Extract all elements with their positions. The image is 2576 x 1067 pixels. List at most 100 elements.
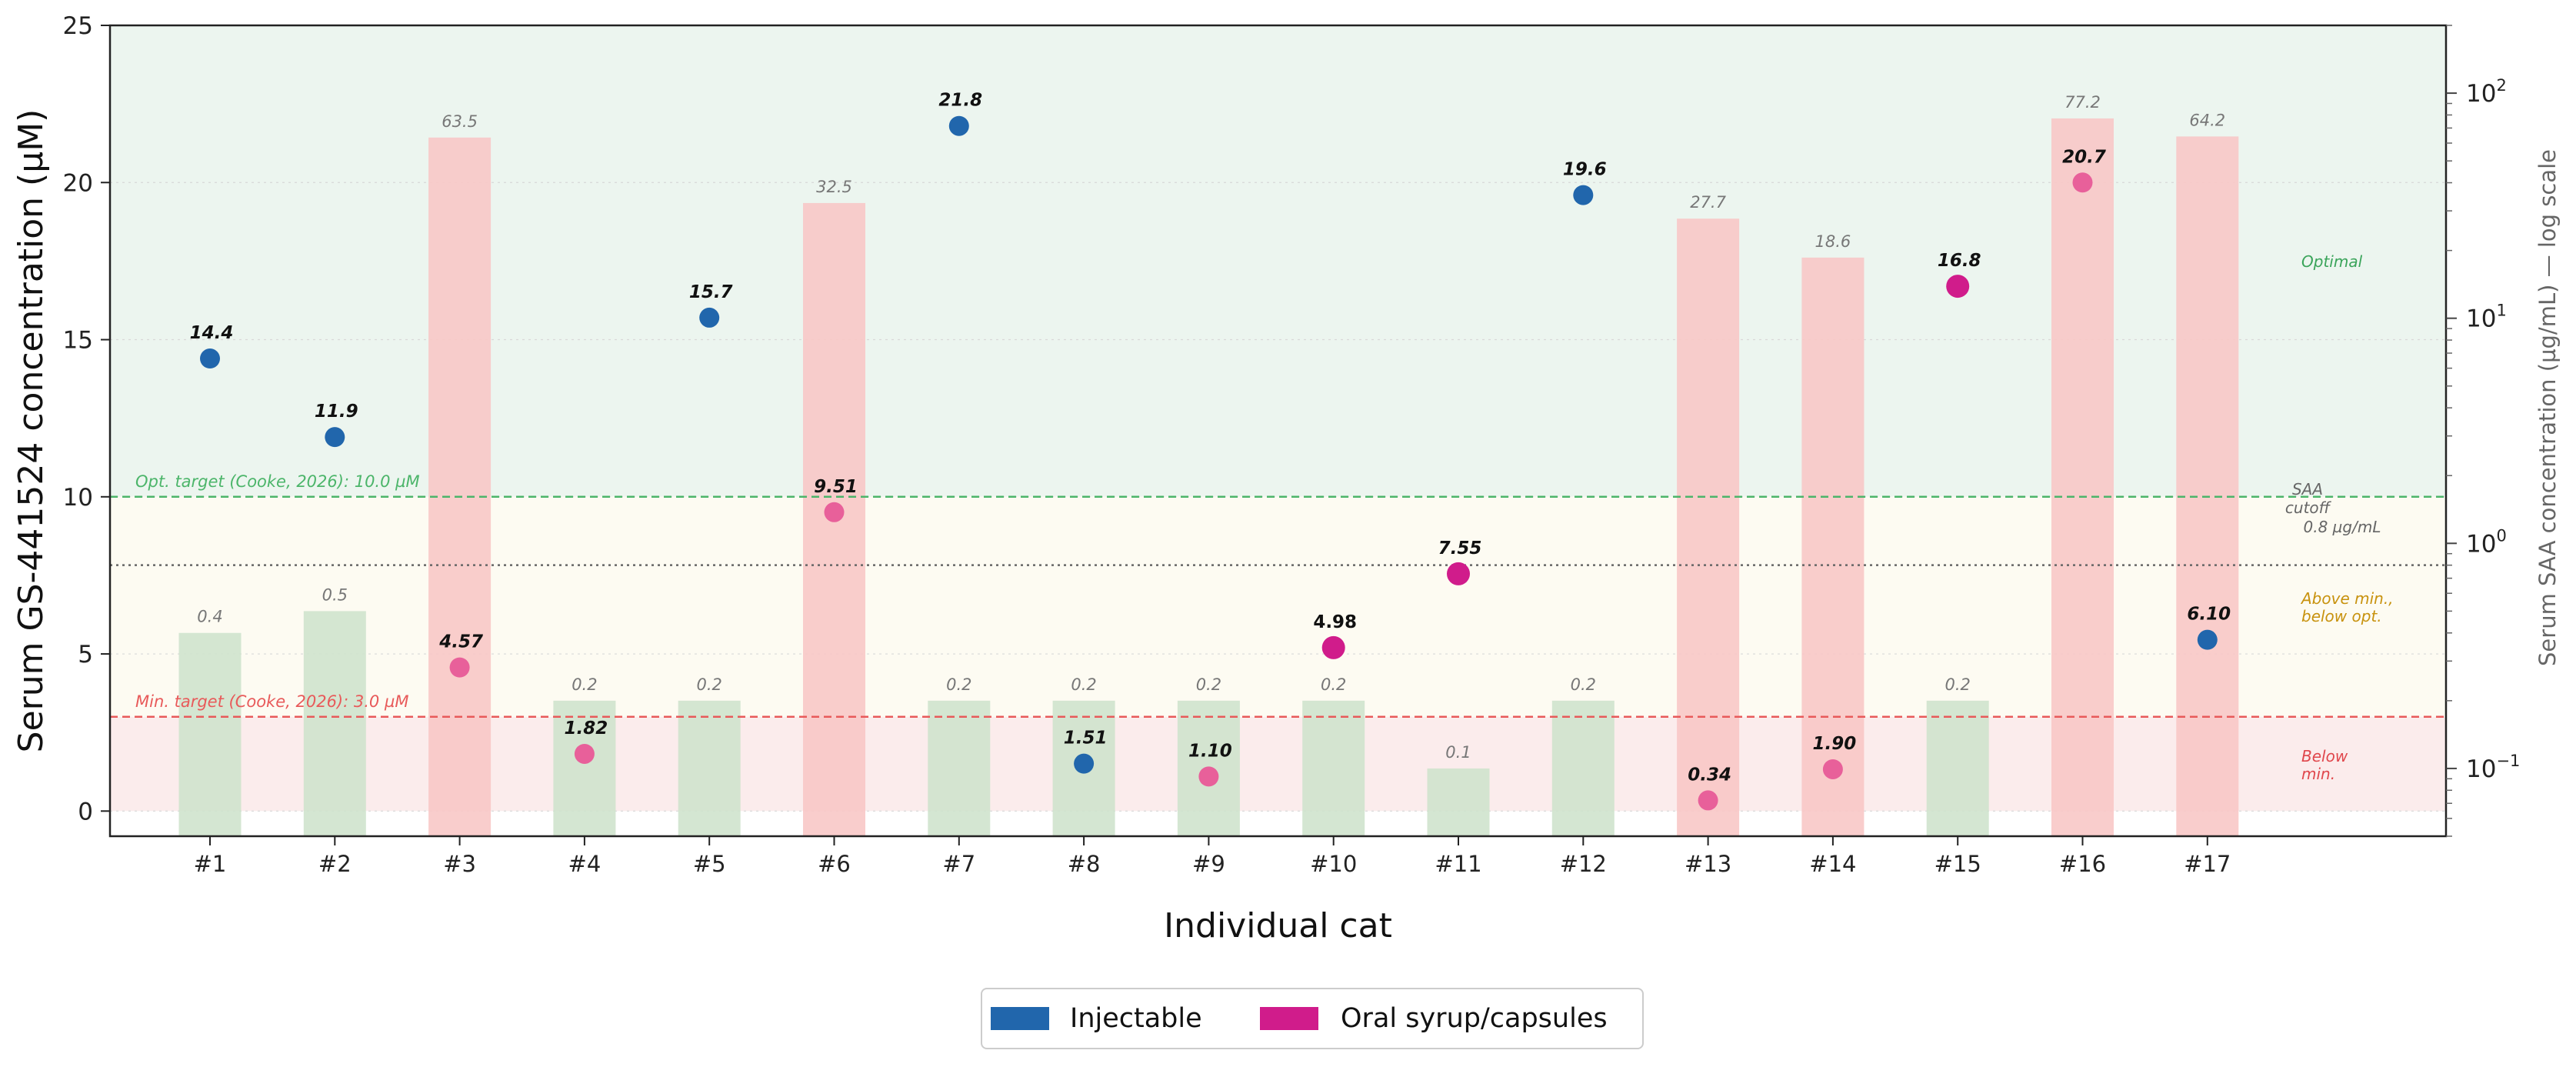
gs-label: 16.8 [1938, 251, 1981, 271]
saa-cutoff-label: SAA [2292, 480, 2323, 498]
legend: Injectable Oral syrup/capsules [981, 988, 1644, 1049]
y2-tick-label: 10−1 [2466, 752, 2520, 783]
saa-bar [178, 632, 242, 836]
saa-label: 0.1 [1445, 743, 1471, 762]
gs-label: 1.10 [1188, 741, 1232, 761]
axes: 0 5 10 15 20 25 10−1 100 101 102 #1 #2 #3 #4 #5 #6 #7 #8 #… [12, 12, 2561, 945]
y-tick-label: 5 [78, 641, 93, 669]
opt-target-label: Opt. target (Cooke, 2026): 10.0 µM [135, 472, 420, 491]
saa-label: 0.2 [946, 675, 971, 694]
gs-point [2072, 172, 2093, 193]
gs-label: 14.4 [190, 323, 234, 343]
legend-swatch-injectable [991, 1007, 1049, 1030]
saa-label: 0.2 [1571, 675, 1596, 694]
gs-label: 15.7 [689, 282, 733, 302]
data-labels: 0.4 0.5 63.5 0.2 0.2 32.5 0.2 0.2 0.2 0.2 0.1 0.2 27… [135, 91, 2394, 785]
zone-label-above-min: Above min., [2300, 589, 2394, 608]
y-tick-label: 15 [63, 327, 93, 355]
x-tick-label: #14 [1809, 851, 1856, 877]
saa-bar [1427, 768, 1490, 836]
y2-tick-label: 100 [2466, 526, 2507, 558]
x-tick-label: #11 [1435, 851, 1481, 877]
saa-label: 0.2 [696, 675, 721, 694]
y-tick-label: 20 [63, 169, 93, 197]
x-tick-label: #10 [1310, 851, 1357, 877]
gs-point [2197, 629, 2218, 650]
x-tick-label: #6 [818, 851, 851, 877]
x-tick-label: #3 [443, 851, 476, 877]
saa-cutoff-label: 0.8 µg/mL [2304, 518, 2381, 536]
saa-bar [303, 611, 366, 836]
saa-label: 64.2 [2189, 111, 2225, 129]
y-tick-label: 0 [78, 798, 93, 825]
x-tick-label: #7 [942, 851, 975, 877]
x-tick-label: #1 [194, 851, 227, 877]
saa-bar [1302, 700, 1365, 836]
gs-point [948, 115, 969, 136]
saa-bar [1926, 700, 1989, 836]
y-tick-label: 10 [63, 484, 93, 512]
x-tick-label: #4 [568, 851, 602, 877]
x-tick-label: #15 [1934, 851, 1981, 877]
gs-label: 19.6 [1563, 160, 1607, 180]
x-tick-label: #16 [2059, 851, 2106, 877]
gs-label: 9.51 [814, 477, 858, 497]
saa-label: 0.2 [572, 675, 597, 694]
gs-point [699, 307, 720, 328]
gs-label: 1.51 [1064, 729, 1108, 749]
gs-point [1822, 759, 1843, 779]
legend-swatch-oral [1260, 1007, 1318, 1030]
y2-tick-label: 101 [2466, 302, 2507, 333]
gs-label: 1.82 [565, 719, 608, 739]
saa-bar [428, 137, 492, 837]
gs-point [1321, 635, 1345, 659]
gs-label: 6.10 [2187, 605, 2231, 625]
x-tick-label: #5 [693, 851, 726, 877]
saa-label: 27.7 [1690, 193, 1726, 212]
gs-label: 4.57 [438, 632, 483, 652]
legend-label-oral: Oral syrup/capsules [1341, 1003, 1608, 1034]
saa-bar [1677, 218, 1740, 836]
gs-point [325, 427, 345, 448]
y2-axis-title: Serum SAA concentration (µg/mL) — log sc… [2534, 149, 2561, 666]
x-tick-label: #9 [1192, 851, 1225, 877]
saa-label: 0.4 [197, 608, 222, 626]
zone-label-below-min: Below [2301, 747, 2348, 765]
gs-point [1198, 766, 1219, 787]
gs-label: 0.34 [1688, 765, 1731, 785]
zone-label-optimal: Optimal [2301, 252, 2363, 271]
legend-label-injectable: Injectable [1070, 1003, 1202, 1034]
saa-bar [678, 700, 741, 836]
x-tick-label: #13 [1685, 851, 1731, 877]
gs-point [1946, 275, 1970, 298]
saa-label: 0.2 [1071, 675, 1096, 694]
gs-label: 11.9 [315, 402, 358, 422]
x-tick-label: #12 [1560, 851, 1607, 877]
reference-lines [110, 495, 2446, 719]
saa-cutoff-label: cutoff [2285, 498, 2332, 517]
zone-label-below-min: min. [2301, 765, 2335, 783]
gs-point [824, 502, 845, 522]
gs-point [1698, 790, 1718, 811]
gs-label: 20.7 [2062, 147, 2106, 167]
saa-bar [1801, 257, 1865, 837]
gs-point [449, 657, 470, 678]
gs-point [1573, 185, 1594, 205]
saa-label: 0.2 [1944, 675, 1970, 694]
y2-tick-label: 102 [2466, 76, 2507, 108]
min-target-label: Min. target (Cooke, 2026): 3.0 µM [135, 692, 408, 711]
gs-point [1447, 562, 1470, 585]
saa-bar [1551, 700, 1615, 836]
saa-label: 0.5 [322, 585, 348, 604]
gs-label: 21.8 [938, 91, 982, 111]
gs-point [574, 743, 595, 764]
saa-bar [553, 700, 616, 836]
x-tick-label: #8 [1068, 851, 1101, 877]
saa-label: 0.2 [1321, 675, 1346, 694]
gs-point [200, 348, 220, 369]
saa-bars [178, 118, 2239, 837]
saa-label: 77.2 [2064, 93, 2101, 112]
x-tick-label: #2 [318, 851, 352, 877]
saa-bar [2051, 118, 2114, 837]
